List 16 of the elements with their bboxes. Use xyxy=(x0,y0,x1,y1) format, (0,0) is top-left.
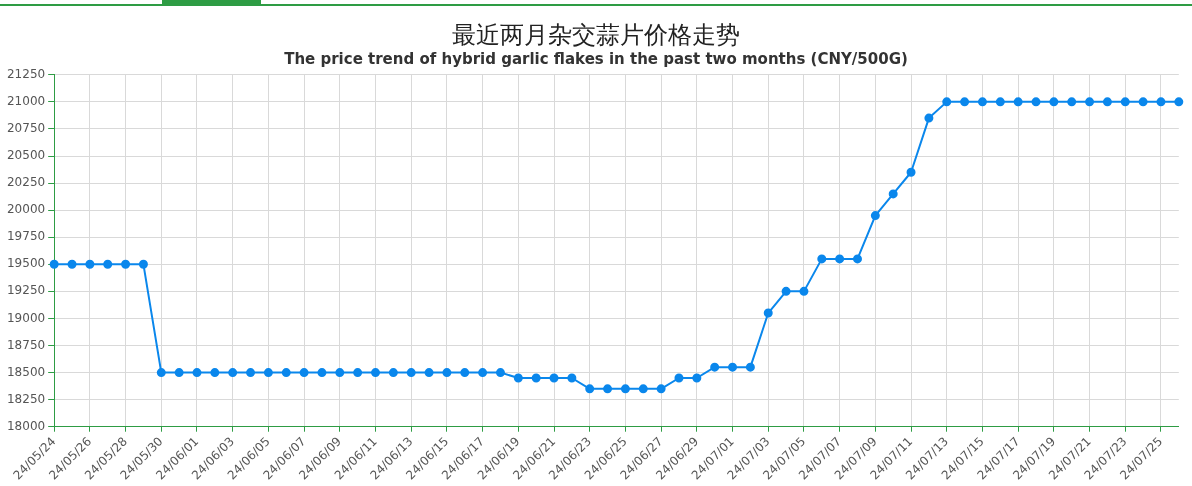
y-tick-label: 20250 xyxy=(6,175,46,190)
chart-subtitle: The price trend of hybrid garlic flakes in the past two months (CNY/500G) xyxy=(284,49,908,68)
y-tick-label: 20000 xyxy=(6,202,46,217)
y-tick-label: 21250 xyxy=(6,66,46,81)
y-tick-label: 18250 xyxy=(6,391,46,406)
y-tick-label: 18500 xyxy=(6,364,46,379)
y-tick-label: 20750 xyxy=(6,121,46,136)
y-tick-label: 18000 xyxy=(6,418,46,433)
y-tick-label: 19500 xyxy=(6,256,46,271)
y-tick-label: 19000 xyxy=(6,310,46,325)
y-tick-label: 18750 xyxy=(6,337,46,352)
y-tick-label: 19750 xyxy=(6,229,46,244)
chart-title: 最近两月杂交蒜片价格走势 xyxy=(452,20,740,49)
y-tick-label: 21000 xyxy=(6,93,46,108)
y-tick-label: 20500 xyxy=(6,148,46,163)
y-tick-label: 19250 xyxy=(6,283,46,298)
